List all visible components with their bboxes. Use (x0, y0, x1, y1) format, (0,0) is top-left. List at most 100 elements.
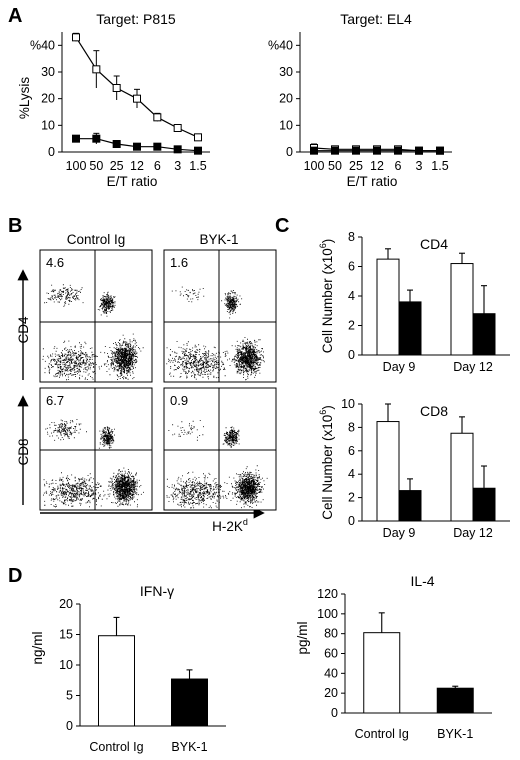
flow-percentage: 4.6 (46, 255, 64, 270)
data-point (373, 146, 381, 155)
data-point (194, 146, 202, 155)
cytokine-chart-ifng: 0 5 10 15 20 IFN-γ ng/ml Control Ig BYK-1 (30, 583, 226, 754)
x-axis-label: E/T ratio (107, 174, 158, 189)
flow-dots (43, 419, 144, 508)
y-tick-label: 0 (331, 706, 338, 720)
data-point (92, 134, 101, 143)
y-tick-label: 0 (348, 514, 355, 528)
y-tick-label: 0 (48, 145, 55, 159)
x-tick-label: Day 9 (383, 360, 416, 374)
data-point (173, 124, 182, 132)
y-axis-label-end: ) (320, 239, 335, 244)
bar (472, 487, 496, 522)
flow-plot: 4.6 (39, 249, 153, 383)
y-tick-label: 10 (279, 118, 293, 132)
y-axis-label-end: ) (320, 405, 335, 410)
panel-letter-a: A (8, 5, 22, 27)
y-tick-label: 20 (279, 92, 293, 106)
y-axis-label-main: Cell Number (x10 (320, 248, 335, 353)
x-tick-label: 100 (304, 159, 325, 173)
x-tick-label: Day 9 (383, 526, 416, 540)
x-tick-label: Control Ig (89, 740, 143, 754)
flow-dots (166, 420, 268, 509)
flow-dots (42, 284, 144, 381)
x-tick-label: 25 (110, 159, 124, 173)
x-tick-label: 12 (130, 159, 144, 173)
data-point (415, 146, 423, 155)
chart-title: CD8 (420, 403, 448, 419)
x-tick-label: 50 (328, 159, 342, 173)
y-tick-label: 2 (348, 319, 355, 333)
x-tick-label: 3 (416, 159, 423, 173)
data-point (112, 84, 121, 92)
y-tick-label: 20 (41, 92, 55, 106)
y-tick-label: 0 (66, 719, 73, 733)
chart-title: Target: EL4 (340, 11, 412, 27)
data-point (310, 146, 318, 155)
bar (436, 687, 474, 714)
data-point (153, 142, 162, 151)
bar (376, 421, 400, 522)
y-tick-label: %40 (268, 38, 293, 52)
y-tick-label: 8 (348, 420, 355, 434)
y-tick-label: 10 (59, 658, 73, 672)
chart-title: Target: P815 (96, 11, 176, 27)
y-tick-label: 20 (59, 597, 73, 611)
cytokine-chart-il4: 0 20 40 60 80 100 120 IL-4 pg/ml Control Ig BYK-1 (295, 573, 492, 741)
flow-dots (166, 286, 265, 381)
y-tick-label: 20 (324, 686, 338, 700)
x-tick-label: BYK-1 (437, 727, 473, 741)
data-point (133, 142, 141, 151)
y-tick-label: 100 (317, 607, 338, 621)
flow-plot: 6.7 (39, 387, 153, 511)
flow-x-axis-label-sup: d (243, 517, 248, 527)
y-tick-label: 0 (286, 145, 293, 159)
data-point (173, 145, 182, 154)
panel-letter-d: D (8, 565, 22, 587)
chart-title: CD4 (420, 236, 448, 252)
panel-letter-b: B (8, 215, 22, 237)
data-point (72, 33, 80, 42)
flow-percentage: 1.6 (170, 255, 188, 270)
x-tick-label: 3 (174, 159, 181, 173)
y-tick-label: 40 (324, 666, 338, 680)
flow-cytometry-panel: Control Ig BYK-1 CD4 CD8 H-2Kd 4.61.66.7… (16, 232, 277, 534)
y-tick-label: 4 (348, 467, 355, 481)
y-tick-label: 60 (324, 647, 338, 661)
x-tick-label: 12 (370, 159, 384, 173)
chart-title: IFN-γ (140, 583, 174, 599)
series-line (75, 37, 199, 138)
y-tick-label: 30 (41, 65, 55, 79)
flow-plot: 0.9 (163, 387, 277, 511)
x-tick-label: Day 12 (453, 526, 493, 540)
y-axis-label: ng/ml (30, 631, 45, 664)
x-tick-label: Control Ig (355, 727, 409, 741)
bar (450, 432, 474, 522)
bar (472, 313, 496, 356)
y-tick-label: 15 (59, 628, 73, 642)
y-tick-label: 80 (324, 627, 338, 641)
flow-x-axis-label: H-2Kd (212, 517, 248, 534)
y-axis-label-sup: 6 (318, 410, 328, 415)
y-tick-label: 6 (348, 444, 355, 458)
x-tick-label: 1.5 (189, 159, 206, 173)
flow-plot: 1.6 (163, 249, 277, 383)
x-tick-label: Day 12 (453, 360, 493, 374)
data-point (436, 146, 444, 155)
x-tick-label: 6 (154, 159, 161, 173)
bar (171, 678, 208, 727)
lysis-chart-el4: Target: EL4 0 10 20 30 %40 100 50 25 12 6 3 1.5 E/T r… (268, 11, 452, 189)
x-tick-label: 6 (395, 159, 402, 173)
y-tick-label: 120 (317, 587, 338, 601)
flow-percentage: 0.9 (170, 393, 188, 408)
y-axis-label: %Lysis (17, 77, 32, 120)
data-point (352, 146, 360, 155)
y-axis-label: Cell Number (x106) (318, 239, 335, 354)
panel-letter-c: C (275, 215, 289, 237)
data-point (133, 94, 141, 103)
y-tick-label: 30 (279, 65, 293, 79)
bar (98, 635, 135, 727)
